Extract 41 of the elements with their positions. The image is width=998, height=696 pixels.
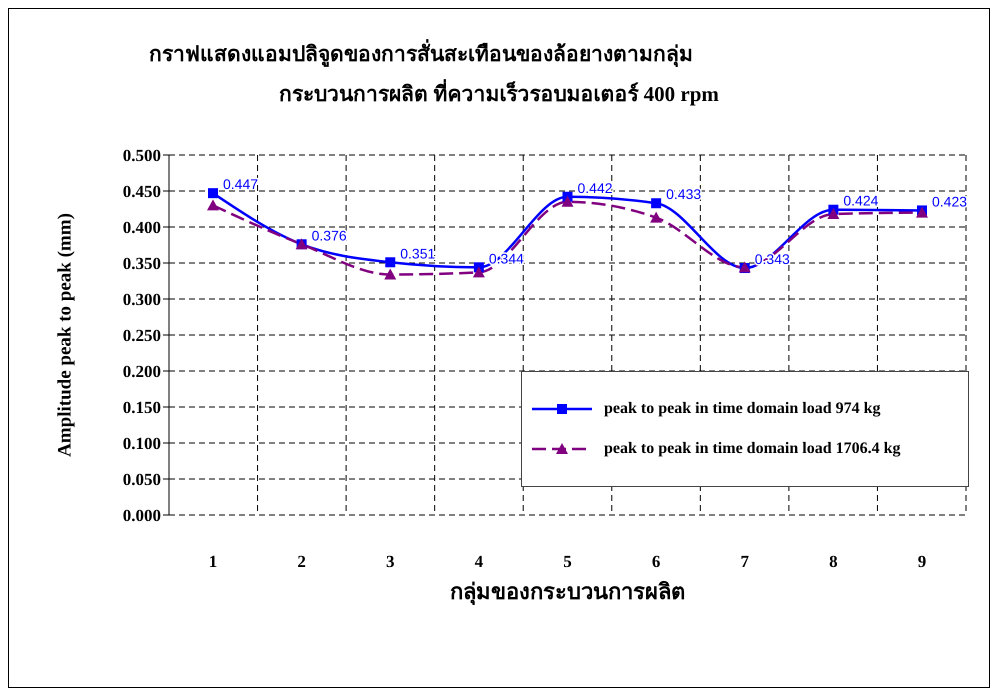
- data-label: 0.351: [400, 245, 436, 262]
- x-tick-label: 3: [386, 552, 394, 572]
- y-tick-label: 0.150: [122, 398, 161, 418]
- y-tick-label: 0.100: [122, 434, 161, 454]
- point: [472, 266, 485, 278]
- y-axis-title: Amplitude peak to peak (mm): [54, 213, 76, 457]
- point: [916, 206, 928, 218]
- y-tick-label: 0.250: [122, 326, 161, 346]
- legend-label: peak to peak in time domain load 1706.4 kg: [604, 440, 900, 458]
- x-tick-label: 6: [652, 552, 660, 572]
- point: [650, 212, 662, 223]
- x-tick-label: 4: [474, 552, 484, 572]
- data-label: 0.423: [932, 193, 968, 210]
- x-axis-title: กลุ่มของกระบวนการผลิต: [450, 579, 685, 606]
- point: [384, 268, 396, 280]
- data-label: 0.376: [312, 227, 347, 244]
- y-tick-label: 0.000: [122, 506, 161, 526]
- x-tick-label: 8: [829, 552, 838, 572]
- point: [562, 196, 574, 207]
- point: [207, 199, 219, 210]
- data-label: 0.424: [843, 192, 879, 209]
- point: [827, 208, 840, 220]
- y-tick-label: 0.050: [122, 470, 161, 490]
- x-tick-label: 5: [563, 552, 572, 572]
- x-tick-label: 2: [297, 552, 306, 572]
- chart-title: กราฟแสดงแอมปลิจูดของการสั่นสะเทือนของล้อยางตามกลุ่ม กระบวนการผลิต ที่ความเร็วรอบมอเตอร์ 400 rpm: [149, 38, 720, 108]
- x-tick-label: 7: [740, 552, 750, 572]
- data-label: 0.433: [666, 186, 702, 202]
- x-tick-label: 9: [918, 552, 926, 572]
- point: [651, 198, 662, 208]
- y-tick-label: 0.450: [122, 182, 161, 202]
- point: [208, 188, 218, 198]
- legend-label: peak to peak in time domain load 974 kg: [604, 400, 880, 418]
- y-tick-label: 0.400: [122, 218, 161, 238]
- y-tick-label: 0.300: [122, 290, 161, 310]
- y-tick-label: 0.350: [122, 254, 161, 274]
- x-tick-label: 1: [208, 552, 218, 572]
- y-tick-label: 0.200: [122, 362, 161, 382]
- y-tick-label: 0.500: [122, 146, 161, 166]
- data-label: 0.447: [223, 176, 258, 192]
- point: [385, 257, 396, 268]
